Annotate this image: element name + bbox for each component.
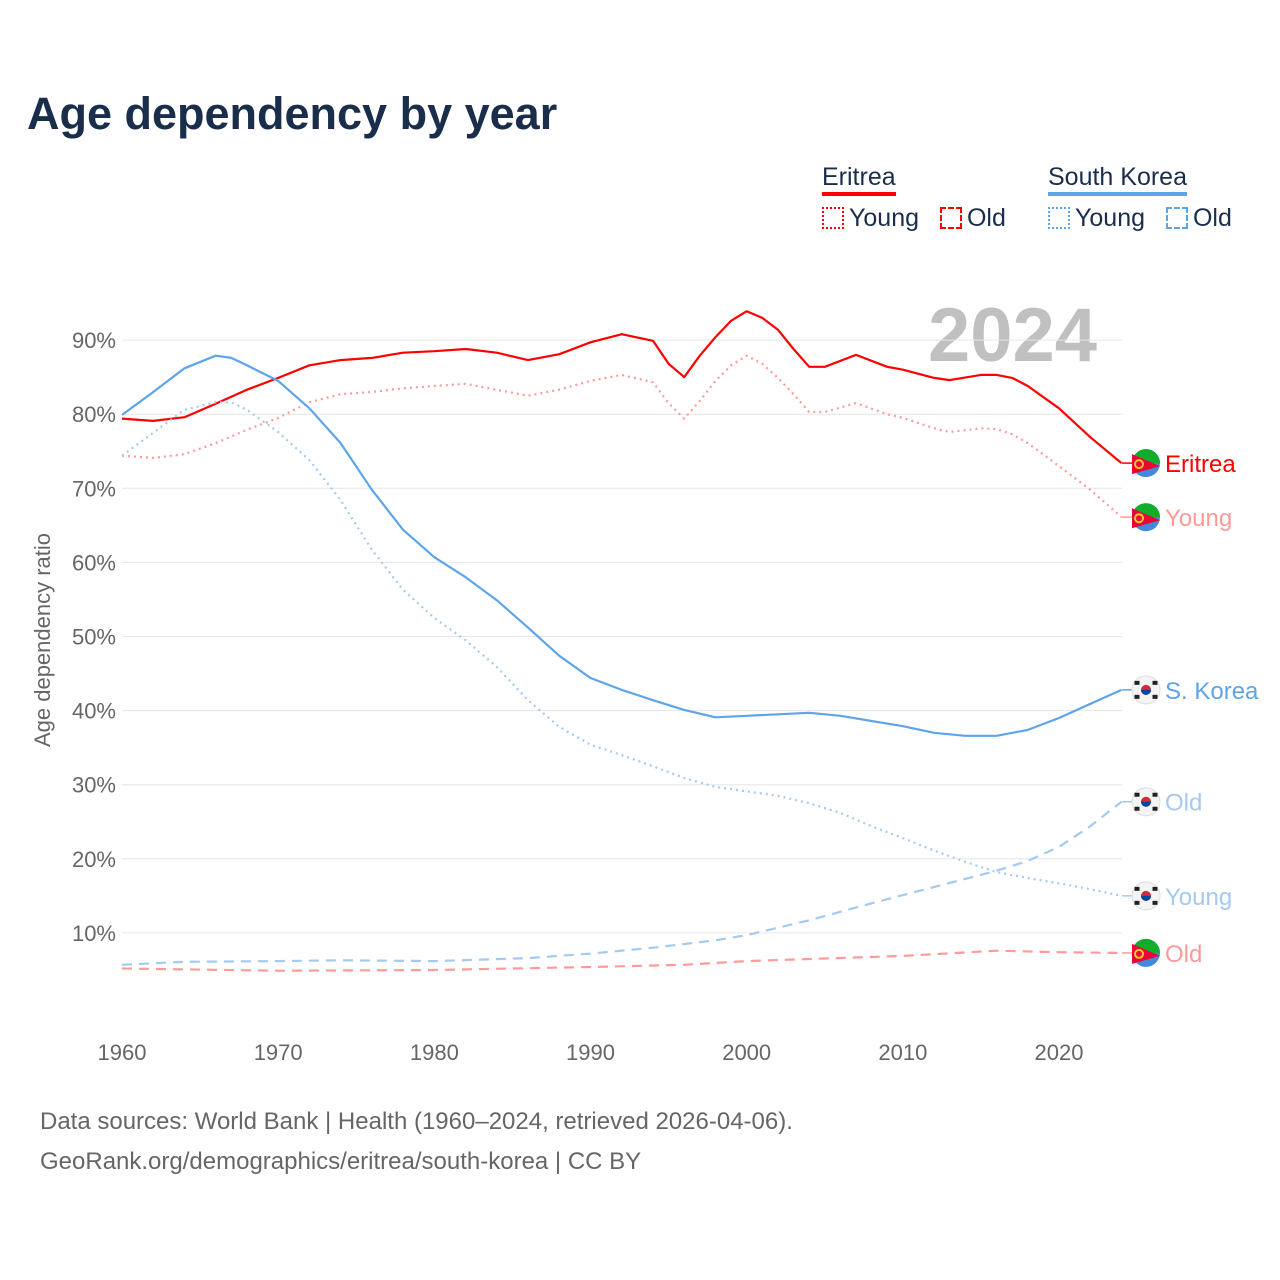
series-line-south-korea <box>121 354 1122 737</box>
series-end-label: Young <box>1165 505 1232 532</box>
y-tick-label: 70% <box>72 476 116 501</box>
x-tick-label: 2000 <box>722 1040 771 1065</box>
y-tick-label: 20% <box>72 847 116 872</box>
flag-part <box>1134 900 1140 905</box>
legend-korea-young: Young <box>1075 204 1145 232</box>
y-tick-label: 80% <box>72 402 116 427</box>
y-tick-label: 10% <box>72 921 116 946</box>
flag-part <box>1152 694 1158 699</box>
legend-eritrea-title: Eritrea <box>822 162 896 196</box>
series-end-label: Old <box>1165 790 1202 817</box>
x-tick-label: 2020 <box>1035 1040 1084 1065</box>
series-line-south-korea-old <box>121 800 1123 966</box>
legend-dotted-swatch <box>1048 207 1070 229</box>
series-line-eritrea <box>121 310 1123 464</box>
flag-part <box>1134 694 1140 699</box>
chart-title: Age dependency by year <box>27 88 558 139</box>
legend-dotted-swatch <box>822 207 844 229</box>
legend-eritrea: Eritrea Young Old <box>822 162 1006 233</box>
flag-part <box>1134 680 1140 685</box>
flag-part <box>1134 948 1144 959</box>
x-tick-label: 2010 <box>878 1040 927 1065</box>
x-tick-label: 1970 <box>254 1040 303 1065</box>
flag-part <box>1134 792 1140 797</box>
series-line-south-korea-young <box>121 401 1122 897</box>
series-line-eritrea-young <box>121 354 1123 519</box>
y-tick-label: 50% <box>72 625 116 650</box>
legend-korea-old: Old <box>1192 204 1232 232</box>
flag-part <box>1134 806 1140 811</box>
flag-part <box>1141 895 1151 901</box>
legend-dashed-swatch <box>1165 207 1188 229</box>
flag-part <box>1141 689 1151 695</box>
series-end-label: Old <box>1165 941 1202 968</box>
series-line-eritrea-old <box>121 949 1122 972</box>
flag-part <box>1141 801 1151 807</box>
series-end-label: S. Korea <box>1165 678 1259 705</box>
y-axis-label: Age dependency ratio <box>30 533 55 747</box>
x-tick-label: 1980 <box>410 1040 459 1065</box>
flag-part <box>1134 513 1144 524</box>
flag-part <box>1152 886 1158 891</box>
legend-korea: South Korea Young Old <box>1048 162 1232 233</box>
year-badge: 2024 <box>928 293 1098 378</box>
footer-sources: Data sources: World Bank | Health (1960–… <box>40 1108 793 1135</box>
legend-dashed-swatch <box>939 207 962 229</box>
x-tick-label: 1960 <box>98 1040 147 1065</box>
x-tick-label: 1990 <box>566 1040 615 1065</box>
y-tick-label: 30% <box>72 773 116 798</box>
flag-part <box>1152 792 1158 797</box>
legend-eritrea-old: Old <box>966 204 1006 232</box>
flag-part <box>1134 886 1140 891</box>
y-tick-label: 90% <box>72 328 116 353</box>
y-tick-label: 40% <box>72 699 116 724</box>
series-end-label: Eritrea <box>1165 451 1236 478</box>
flag-part <box>1152 900 1158 905</box>
flag-part <box>1152 680 1158 685</box>
legend-eritrea-young: Young <box>849 204 919 232</box>
flag-part <box>1134 459 1144 470</box>
legend-korea-title: South Korea <box>1048 162 1187 196</box>
y-tick-label: 60% <box>72 550 116 575</box>
footer-link[interactable]: GeoRank.org/demographics/eritrea/south-k… <box>40 1148 642 1175</box>
flag-part <box>1152 806 1158 811</box>
series-end-label: Young <box>1165 884 1232 911</box>
